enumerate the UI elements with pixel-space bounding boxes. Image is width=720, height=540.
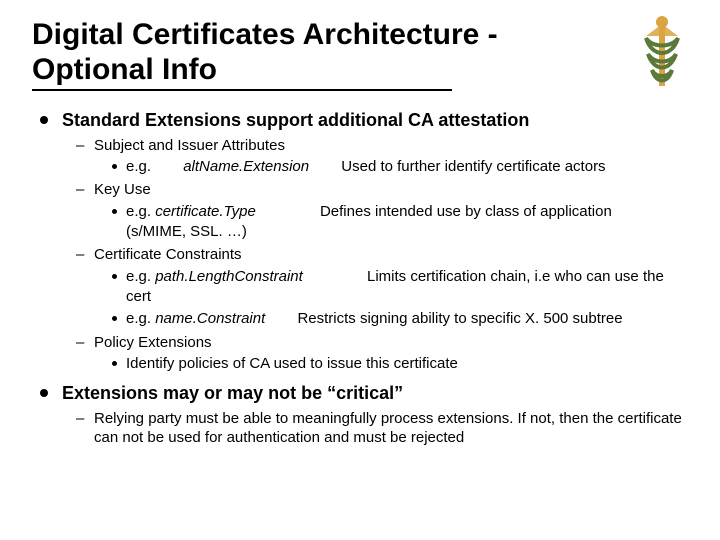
bullet-head: Standard Extensions support additional C… (62, 110, 529, 130)
slide: Digital Certificates Architecture - Opti… (0, 0, 720, 540)
detail-prefix: e.g. (126, 310, 151, 327)
detail-desc: Used to further identify certificate act… (341, 158, 605, 175)
detail-code: name.Constraint (155, 310, 265, 327)
detail-prefix: e.g. (126, 203, 151, 220)
bullet-item: Standard Extensions support additional C… (38, 109, 688, 374)
title-block: Digital Certificates Architecture - Opti… (32, 18, 688, 97)
bullet-head: Extensions may or may not be “critical” (62, 383, 403, 403)
detail-item: e.g. path.LengthConstraint Limits certif… (110, 267, 688, 308)
detail-list: e.g. path.LengthConstraint Limits certif… (94, 267, 688, 330)
detail-code: path.LengthConstraint (155, 268, 303, 285)
detail-item: e.g. name.Constraint Restricts signing a… (110, 309, 688, 329)
sub-label: Subject and Issuer Attributes (94, 137, 285, 154)
detail-list: e.g. certificate.Type Defines intended u… (94, 202, 688, 243)
sub-item: Subject and Issuer Attributes e.g. altNa… (76, 136, 688, 178)
detail-item: e.g. altName.Extension Used to further i… (110, 157, 688, 177)
sub-label: Certificate Constraints (94, 246, 242, 263)
sub-list: Subject and Issuer Attributes e.g. altNa… (62, 136, 688, 375)
detail-code: altName.Extension (183, 158, 309, 175)
bullet-item: Extensions may or may not be “critical” … (38, 382, 688, 448)
detail-list: Identify policies of CA used to issue th… (94, 354, 688, 374)
sub-item: Certificate Constraints e.g. path.Length… (76, 245, 688, 329)
sub-list: Relying party must be able to meaningful… (62, 409, 688, 448)
sub-item: Key Use e.g. certificate.Type Defines in… (76, 180, 688, 242)
slide-title: Digital Certificates Architecture - Opti… (32, 18, 552, 87)
sub-label: Policy Extensions (94, 334, 212, 351)
detail-prefix: e.g. (126, 158, 151, 175)
sub-label: Relying party must be able to meaningful… (94, 410, 682, 447)
detail-item: e.g. certificate.Type Defines intended u… (110, 202, 688, 243)
sub-label: Key Use (94, 181, 151, 198)
bullet-list: Standard Extensions support additional C… (32, 109, 688, 448)
detail-item: Identify policies of CA used to issue th… (110, 354, 688, 374)
title-underline (32, 89, 452, 91)
detail-prefix: e.g. (126, 268, 151, 285)
detail-list: e.g. altName.Extension Used to further i… (94, 157, 688, 177)
detail-desc: Defines intended use by class of applica… (320, 203, 612, 220)
sub-item: Policy Extensions Identify policies of C… (76, 333, 688, 375)
sub-item: Relying party must be able to meaningful… (76, 409, 688, 448)
detail-text: Identify policies of CA used to issue th… (126, 355, 458, 372)
detail-code: certificate.Type (155, 203, 256, 220)
detail-desc: Restricts signing ability to specific X.… (297, 310, 622, 327)
detail-tail: (s/MIME, SSL. …) (126, 223, 247, 240)
